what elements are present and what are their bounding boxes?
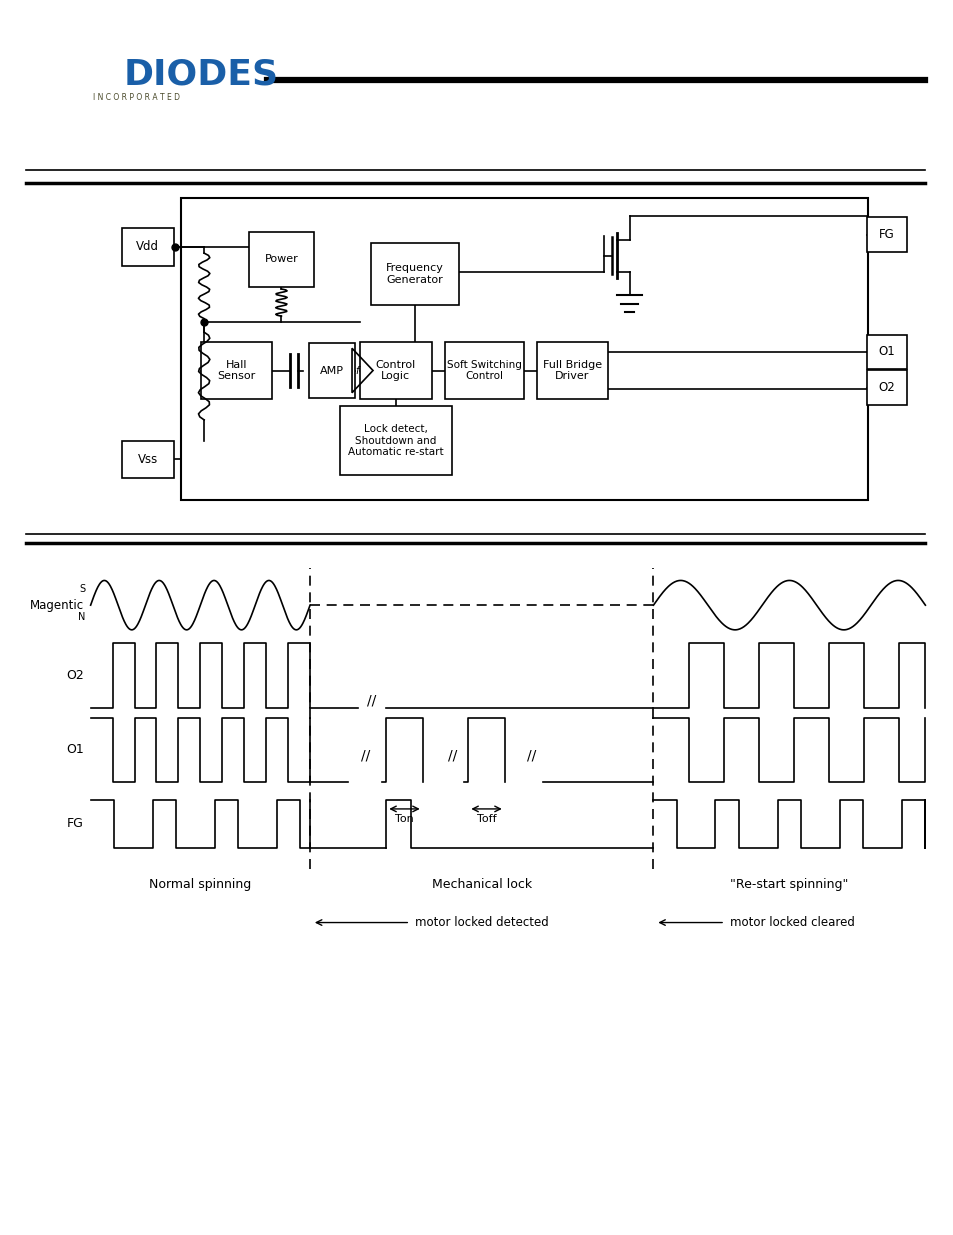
Text: Control
Logic: Control Logic bbox=[375, 359, 416, 382]
Bar bbox=[444, 342, 524, 399]
Bar bbox=[122, 228, 173, 266]
Text: motor locked cleared: motor locked cleared bbox=[729, 916, 854, 929]
Text: AMP: AMP bbox=[319, 366, 344, 375]
Text: Vdd: Vdd bbox=[136, 241, 159, 253]
Text: //: // bbox=[367, 693, 376, 708]
Bar bbox=[122, 441, 173, 478]
Bar bbox=[371, 243, 458, 305]
Text: Power: Power bbox=[264, 254, 298, 264]
Text: $\it{f}$: $\it{f}$ bbox=[355, 364, 361, 377]
Bar bbox=[309, 343, 355, 398]
Text: O1: O1 bbox=[878, 346, 895, 358]
Bar bbox=[866, 370, 906, 405]
Text: S: S bbox=[80, 584, 86, 594]
Text: Full Bridge
Driver: Full Bridge Driver bbox=[542, 359, 601, 382]
Text: //: // bbox=[526, 748, 536, 763]
Text: I N C O R P O R A T E D: I N C O R P O R A T E D bbox=[92, 93, 179, 103]
Text: Magentic: Magentic bbox=[30, 599, 84, 611]
Bar bbox=[866, 217, 906, 252]
Bar bbox=[866, 335, 906, 369]
Text: DIODES: DIODES bbox=[124, 57, 279, 91]
Text: Frequency
Generator: Frequency Generator bbox=[386, 263, 443, 285]
Bar bbox=[249, 232, 314, 287]
Bar bbox=[536, 342, 607, 399]
Text: FG: FG bbox=[879, 228, 894, 241]
Text: Toff: Toff bbox=[476, 814, 496, 824]
Text: Soft Switching
Control: Soft Switching Control bbox=[447, 359, 521, 382]
Text: //: // bbox=[360, 748, 370, 763]
Text: motor locked detected: motor locked detected bbox=[415, 916, 548, 929]
Bar bbox=[359, 342, 431, 399]
Text: Normal spinning: Normal spinning bbox=[149, 878, 252, 890]
Text: O2: O2 bbox=[878, 382, 895, 394]
Text: O1: O1 bbox=[66, 743, 84, 756]
Text: "Re-start spinning": "Re-start spinning" bbox=[729, 878, 848, 890]
Text: //: // bbox=[447, 748, 456, 763]
Text: Vss: Vss bbox=[137, 453, 158, 466]
Text: N: N bbox=[78, 613, 86, 622]
Text: O2: O2 bbox=[66, 669, 84, 682]
Text: Lock detect,
Shoutdown and
Automatic re-start: Lock detect, Shoutdown and Automatic re-… bbox=[348, 425, 443, 457]
Bar bbox=[339, 406, 452, 475]
Text: FG: FG bbox=[67, 818, 84, 830]
Text: Ton: Ton bbox=[395, 814, 414, 824]
Bar bbox=[200, 342, 273, 399]
Text: Hall
Sensor: Hall Sensor bbox=[217, 359, 255, 382]
Text: Mechanical lock: Mechanical lock bbox=[432, 878, 531, 890]
Bar bbox=[181, 198, 867, 500]
